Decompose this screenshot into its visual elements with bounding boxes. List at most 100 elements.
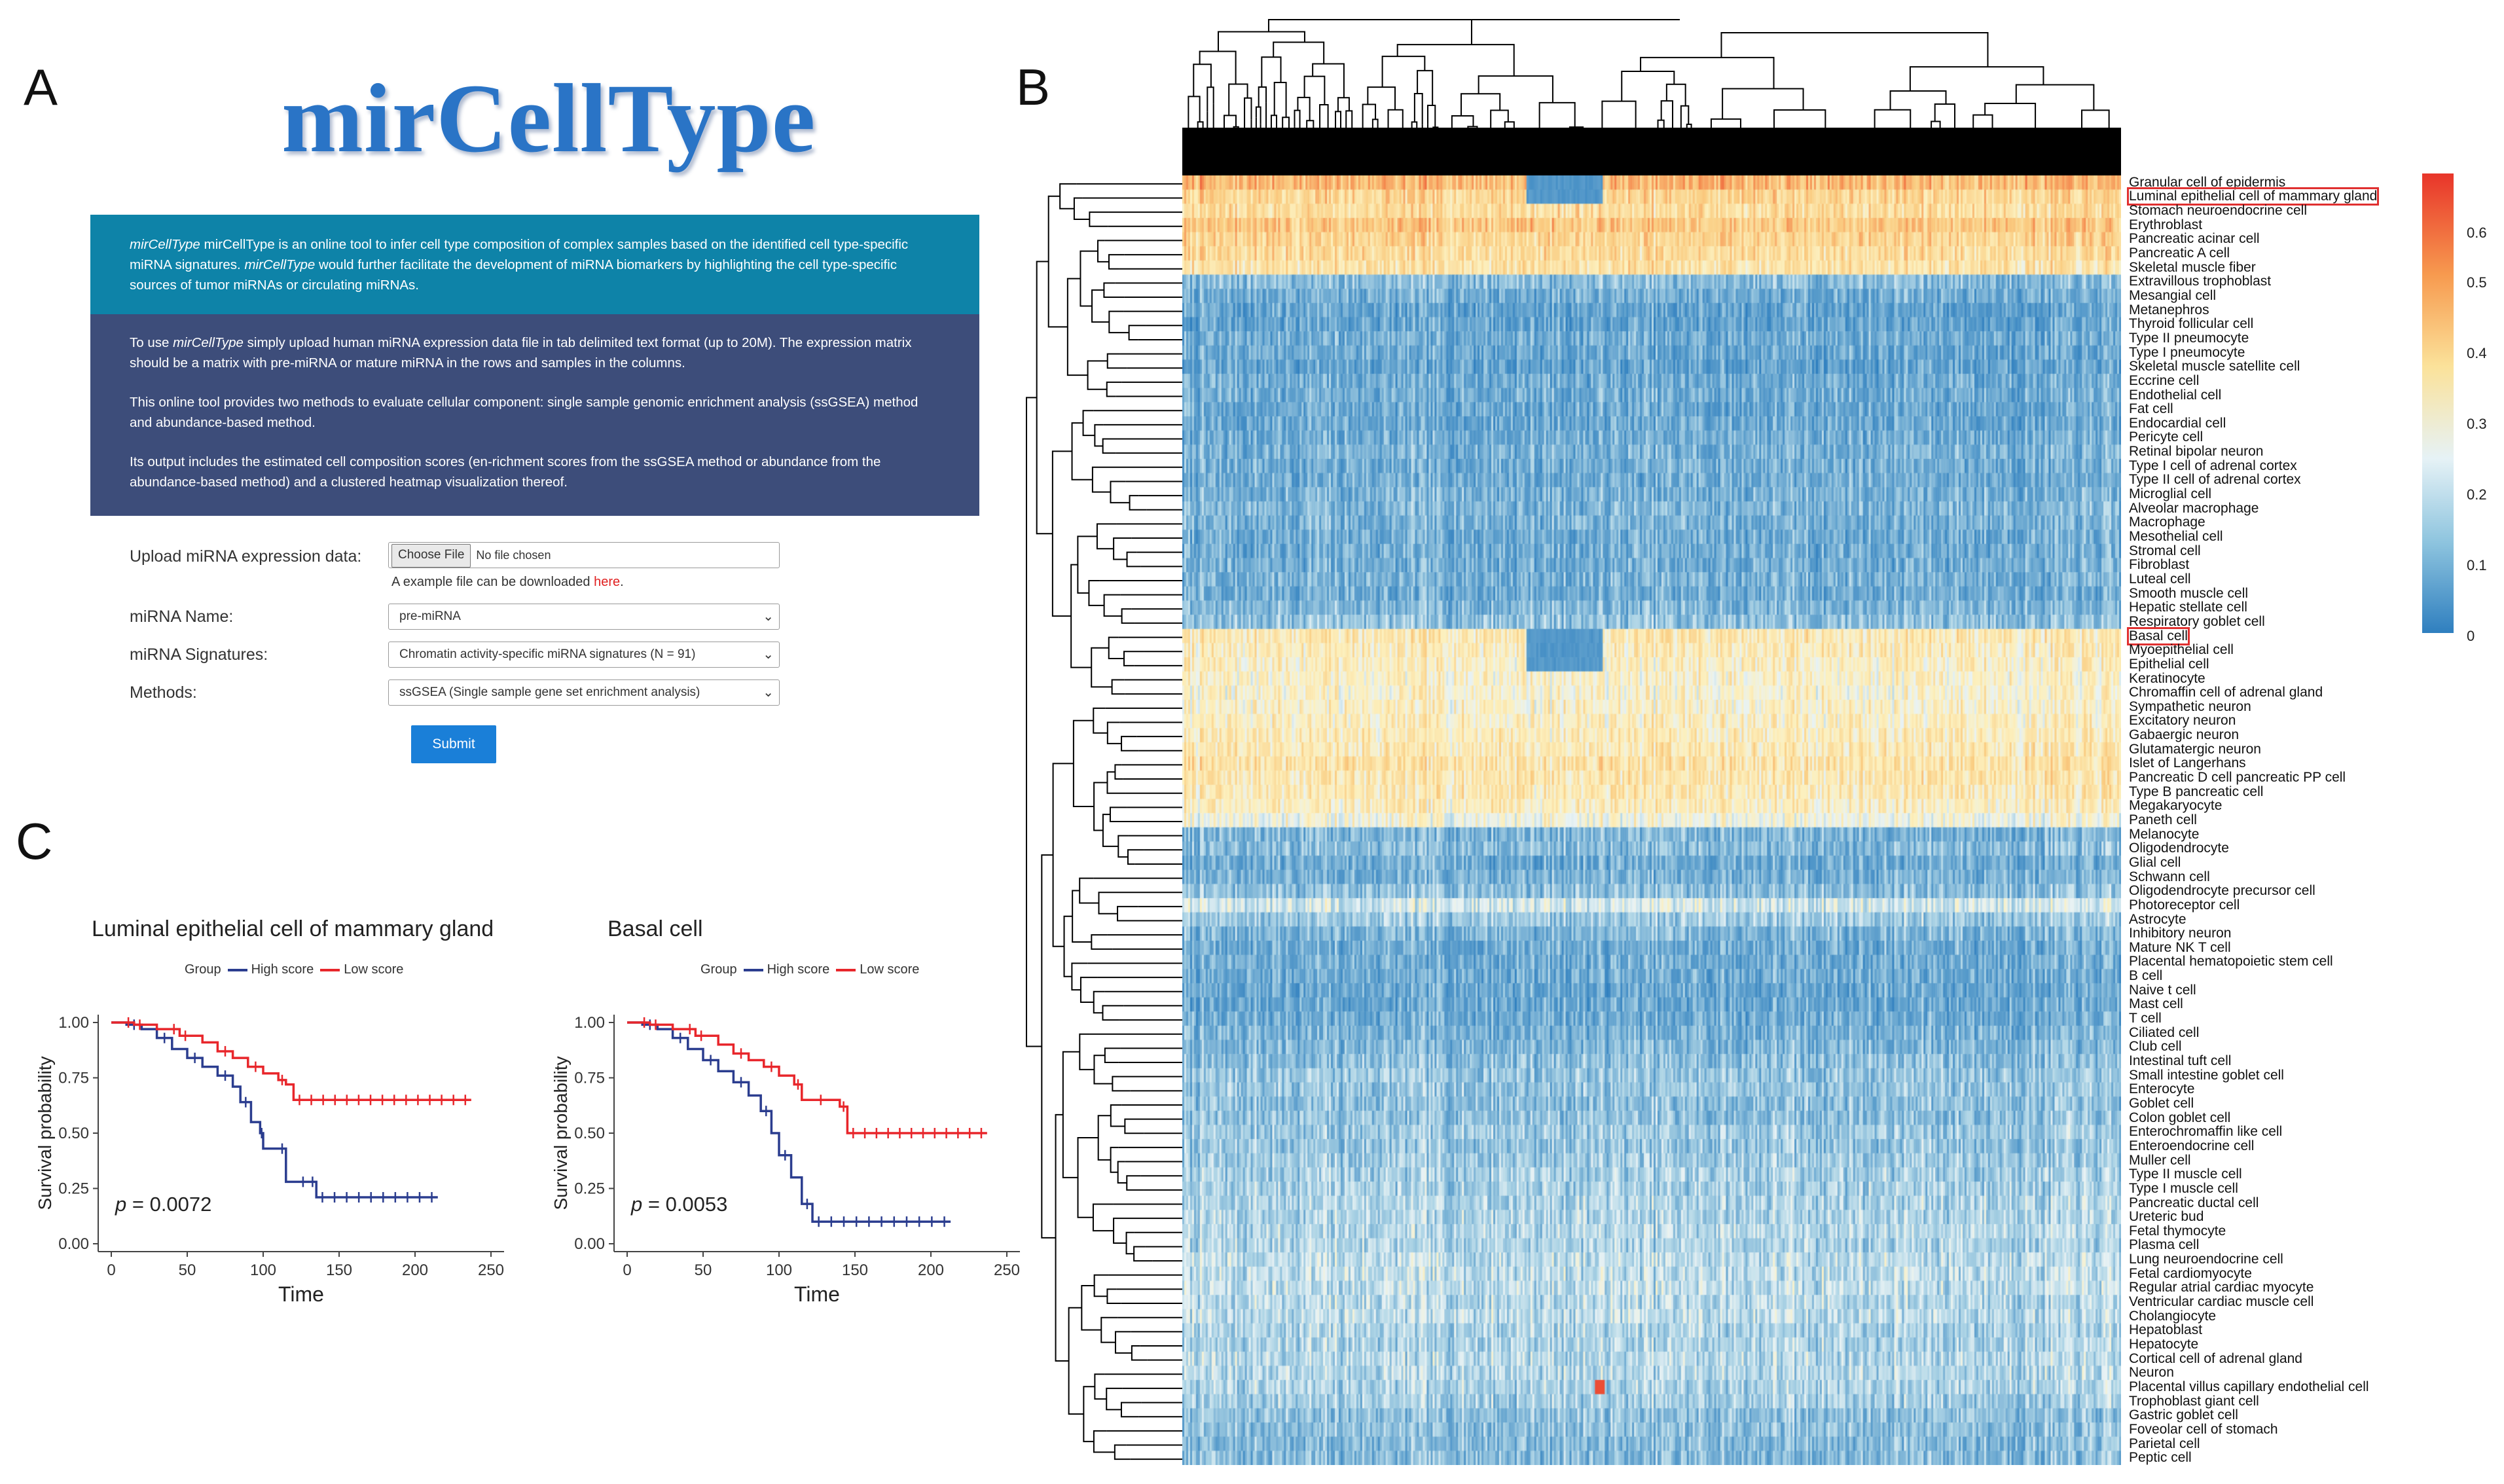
heatmap-row-label: Extravillous trophoblast (2129, 274, 2272, 289)
dendrogram-branch (1273, 81, 1287, 118)
dendrogram-branch (1071, 962, 1088, 991)
dendrogram-branch (1026, 397, 1042, 1047)
dendrogram-branch (1126, 551, 1141, 568)
dendrogram-branch (1103, 594, 1122, 617)
heatmap-row-label: Enterocyte (2129, 1081, 2195, 1097)
heatmap-row-label: Peptic cell (2129, 1450, 2192, 1466)
heatmap-row-label: Microglial cell (2129, 486, 2212, 502)
dendrogram-branch (1072, 890, 1092, 943)
dendrogram-branch (2081, 109, 2110, 130)
low-score-curve (627, 1021, 987, 1134)
dendrogram-branch (1443, 167, 1452, 177)
dendrogram-branch (1909, 66, 2044, 92)
heatmap-row-label: Skeletal muscle satellite cell (2129, 359, 2300, 374)
dendrogram-branch (1381, 56, 1426, 88)
heatmap-row-label: Astrocyte (2129, 911, 2186, 927)
heatmap-row-label: Foveolar cell of stomach (2129, 1421, 2278, 1437)
dendrogram-branch (1093, 707, 1108, 734)
dendrogram-branch (1079, 877, 1099, 904)
dendrogram-branch (1228, 83, 1248, 116)
heatmap-row-label: Pancreatic D cell pancreatic PP cell (2129, 770, 2346, 786)
colorbar-tick-label: 0.5 (2467, 274, 2487, 291)
dendrogram-branch (1773, 109, 1826, 145)
heatmap-row-label: Smooth muscle cell (2129, 585, 2249, 601)
x-tick-label: 100 (766, 1261, 792, 1279)
dendrogram-branch (1104, 1047, 1121, 1064)
dendrogram-branch (1102, 438, 1118, 454)
dendrogram-branch (1319, 103, 1329, 138)
dendrogram-branch (1112, 1076, 1131, 1092)
dendrogram-branch (1091, 466, 1111, 493)
dendrogram-branch (1733, 146, 1746, 171)
dendrogram-branch (1072, 719, 1095, 807)
heatmap-row-label: Mast cell (2129, 996, 2183, 1012)
methods-select[interactable]: ssGSEA (Single sample gene set enrichmen… (388, 679, 780, 706)
x-axis-label: Time (278, 1282, 324, 1306)
choose-file-button[interactable]: Choose File (391, 544, 471, 568)
dendrogram-branch (1596, 131, 1612, 164)
dendrogram-branch (1741, 170, 1749, 177)
dendrogram-branch (1800, 154, 1813, 177)
dendrogram-branch (1478, 75, 1553, 103)
colorbar-tick-label: 0.2 (2467, 486, 2487, 503)
dendrogram-branch (1093, 1055, 1113, 1085)
y-tick-label: 0.50 (58, 1125, 89, 1142)
heatmap-row-label: Luminal epithelial cell of mammary gland (2126, 187, 2380, 206)
y-tick-label: 1.00 (574, 1014, 605, 1032)
dendrogram-branch (1569, 126, 1584, 153)
submit-button[interactable]: Submit (411, 725, 496, 763)
heatmap-row-label: Eccrine cell (2129, 372, 2200, 388)
dendrogram-branch (1055, 1113, 1069, 1362)
heatmap-row-label: Small intestine goblet cell (2129, 1067, 2284, 1083)
heatmap-row-label: Endocardial cell (2129, 415, 2226, 431)
heatmap-row-label: Type II cell of adrenal cortex (2129, 472, 2301, 488)
dendrogram-branch (1763, 143, 1787, 177)
heatmap-row-label: Mesangial cell (2129, 288, 2217, 303)
dendrogram-branch (1097, 240, 1109, 262)
dendrogram-branch (1874, 109, 1912, 146)
dendrogram-branch (1967, 168, 1972, 177)
heatmap-row-label: Endothelial cell (2129, 387, 2222, 403)
dendrogram-branch (1461, 93, 1501, 116)
dendrogram-branch (1108, 636, 1125, 660)
dendrogram-branch (1193, 63, 1212, 97)
heatmap-grid (1182, 175, 2121, 1465)
dendrogram-branch (1079, 1033, 1095, 1070)
dendrogram-branch (1062, 1051, 1080, 1178)
heatmap-row-label: Gastric goblet cell (2129, 1407, 2238, 1423)
heatmap-row-label: Oligodendrocyte (2129, 841, 2229, 856)
heatmap-row-label: Placental hematopoietic stem cell (2129, 954, 2333, 969)
dendrogram-branch (1129, 495, 1147, 511)
mirna-name-select[interactable]: pre-miRNA ⌄ (388, 604, 780, 630)
dendrogram-branch (2090, 171, 2096, 177)
file-upload-input[interactable]: Choose File No file chosen (388, 542, 780, 568)
dendrogram-branch (1091, 289, 1110, 323)
dendrogram-branch (1123, 651, 1144, 666)
signatures-label: miRNA Signatures: (130, 645, 268, 664)
dendrogram-branch (1106, 381, 1122, 397)
dendrogram-branch (1113, 537, 1132, 560)
dendrogram-branch (1114, 1444, 1131, 1460)
y-axis-label: Survival probability (35, 1057, 55, 1210)
heatmap-row-label: B cell (2129, 968, 2163, 984)
dendrogram-branch (1345, 110, 1353, 141)
dendrogram-branch (1451, 115, 1474, 139)
dendrogram-branch (1106, 721, 1122, 744)
dendrogram-branch (1635, 174, 1641, 177)
heatmap-row-label: Mesothelial cell (2129, 529, 2223, 545)
dendrogram-branch (1258, 86, 1267, 107)
x-tick-label: 200 (918, 1261, 944, 1279)
usage-box: To use mirCellType simply upload human m… (90, 314, 979, 516)
example-download-link[interactable]: here (594, 575, 621, 589)
dendrogram-branch (1637, 158, 1650, 175)
dendrogram-branch (1041, 854, 1056, 1239)
y-tick-label: 0.75 (58, 1070, 89, 1087)
heatmap-row-label: Erythroblast (2129, 217, 2203, 232)
dendrogram-branch (1255, 106, 1261, 124)
signatures-select[interactable]: Chromatin activity-specific miRNA signat… (388, 642, 780, 668)
dendrogram-branch (1113, 1218, 1127, 1244)
dendrogram-branch (1110, 1104, 1125, 1127)
km-title-basal: Basal cell (608, 916, 703, 941)
heatmap-row-label: Gabaergic neuron (2129, 727, 2240, 743)
dendrogram-branch (1565, 140, 1575, 170)
